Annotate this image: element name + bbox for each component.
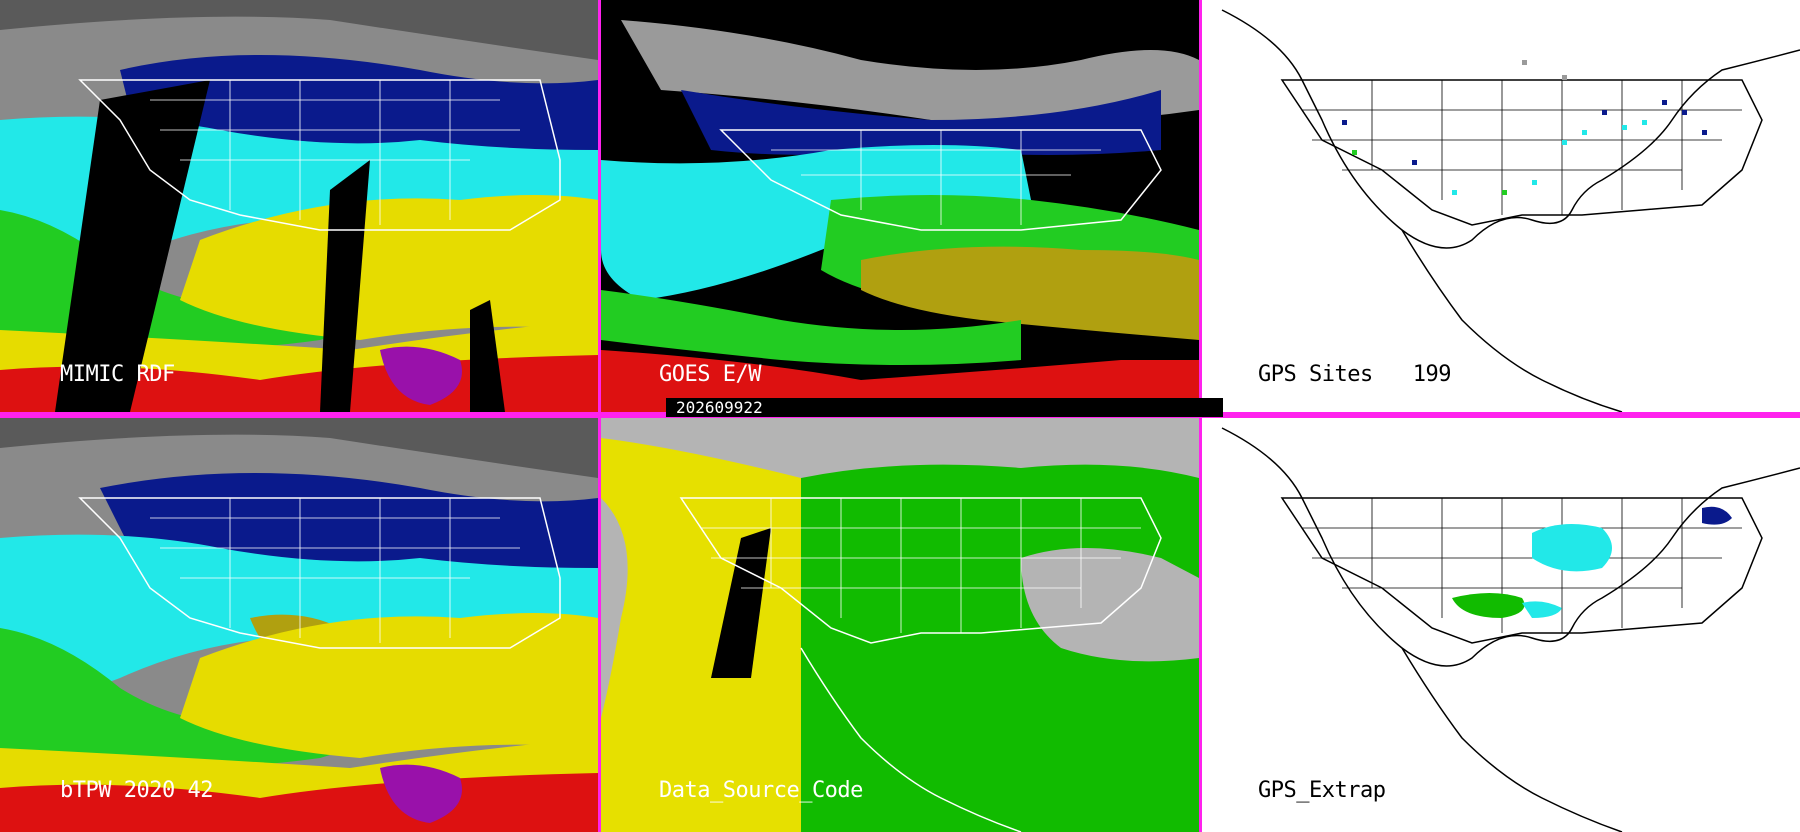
gps-sites-title: GPS Sites — [1258, 362, 1373, 387]
mimic-rdf-panel: MIMIC RDF — [0, 0, 598, 412]
btpw-panel: bTPW 2020 42 — [0, 418, 598, 832]
goes-ew-panel: GOES E/W — [601, 0, 1199, 412]
gps-sites-count: 199 — [1412, 362, 1452, 387]
data-source-code-label: Data_Source_Code — [659, 778, 863, 803]
goes-ew-map — [601, 0, 1199, 412]
gps-extrap-label: GPS_Extrap — [1258, 778, 1386, 803]
gps-extrap-panel: GPS_Extrap — [1202, 418, 1800, 832]
gps-site-markers — [1342, 60, 1707, 195]
data-source-code-panel: Data_Source_Code — [601, 418, 1199, 832]
gps-sites-map — [1221, 9, 1800, 412]
gps-extrap-region-gulf — [1452, 593, 1525, 618]
mimic-rdf-label: MIMIC RDF — [60, 362, 175, 387]
gps-extrap-map — [1221, 427, 1800, 832]
data-source-code-map — [601, 418, 1199, 832]
btpw-map — [0, 418, 598, 832]
mimic-rdf-map — [0, 0, 598, 412]
timestamp-bar: 202609922 — [666, 398, 1223, 417]
btpw-label: bTPW 2020 42 — [60, 778, 213, 803]
goes-ew-label: GOES E/W — [659, 362, 761, 387]
timestamp-text: 202609922 — [676, 398, 763, 417]
gps-extrap-region-great-lakes — [1532, 524, 1612, 572]
gps-sites-label: GPS Sites 199 — [1258, 362, 1451, 387]
gps-sites-panel: GPS Sites 199 — [1202, 0, 1800, 412]
